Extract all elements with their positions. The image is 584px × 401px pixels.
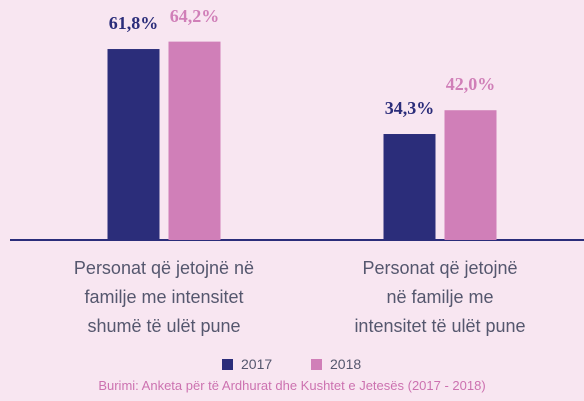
x-tick-label: Personat që jetojnë në familje me intens… bbox=[73, 258, 255, 336]
legend-swatch bbox=[222, 359, 233, 370]
value-label: 61,8% bbox=[108, 13, 159, 34]
x-tick-label: Personat që jetojnë në familje me intens… bbox=[354, 258, 526, 336]
value-label: 64,2% bbox=[169, 5, 220, 26]
legend-item: 2017 bbox=[222, 356, 272, 372]
bar bbox=[383, 134, 436, 240]
value-label: 42,0% bbox=[445, 74, 496, 95]
legend-swatch bbox=[311, 359, 322, 370]
source-note: Burimi: Anketa për të Ardhurat dhe Kusht… bbox=[98, 378, 486, 393]
value-label: 34,3% bbox=[384, 98, 435, 118]
legend-item: 2018 bbox=[311, 356, 361, 372]
bar bbox=[107, 49, 160, 241]
legend-label: 2018 bbox=[330, 356, 362, 372]
legend-label: 2017 bbox=[241, 356, 273, 372]
bar bbox=[168, 41, 221, 240]
bar bbox=[444, 110, 497, 240]
